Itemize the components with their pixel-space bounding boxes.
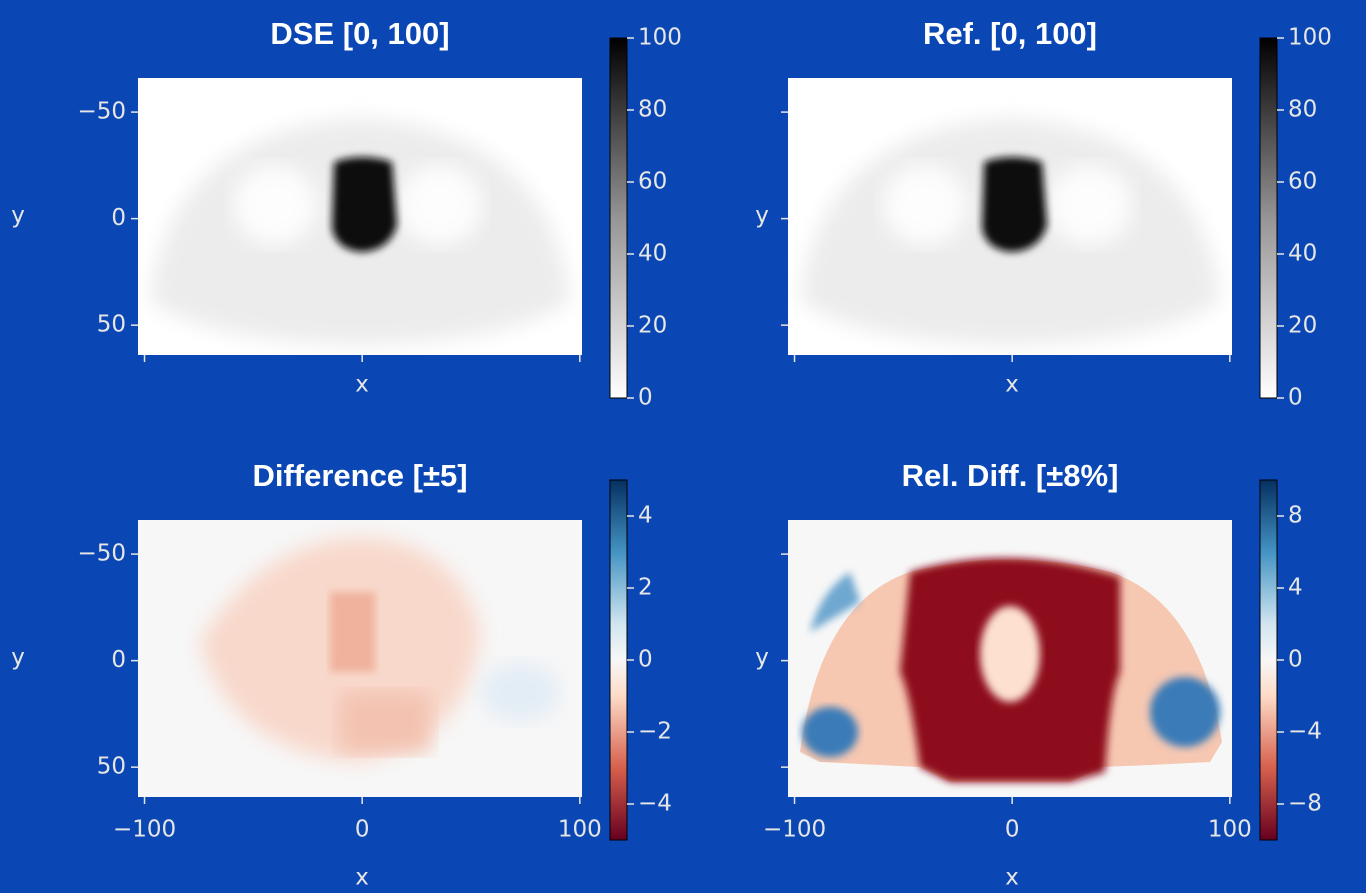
colorbar-tick-label: −8: [1288, 791, 1322, 817]
y-axis-label: y: [11, 203, 25, 229]
colorbar-tick-label: 2: [638, 575, 653, 601]
colorbar-tick-label: 80: [1288, 97, 1317, 123]
colorbar-tick-label: 100: [638, 25, 682, 51]
y-tick-label: 50: [97, 754, 126, 780]
image: [138, 520, 582, 797]
y-tick-label: 50: [97, 312, 126, 338]
colorbar: [1259, 479, 1278, 841]
colorbar-tick-label: 60: [1288, 169, 1317, 195]
y-tick-label: −50: [77, 99, 126, 125]
colorbar-tick-label: −4: [1288, 719, 1322, 745]
colorbar-tick-label: 20: [1288, 313, 1317, 339]
colorbar-tick-label: 100: [1288, 25, 1332, 51]
colorbar-tick-label: 0: [638, 385, 653, 411]
panel: Rel. Diff. [±8%] x y −100 0 100 −8 −4 0 4 8: [755, 458, 1322, 890]
panel: DSE [0, 100] x y −50 0 50 0 20 40 60 80 100: [11, 16, 682, 410]
image: [788, 520, 1232, 797]
x-axis-label: x: [355, 372, 369, 398]
y-tick-label: 0: [111, 205, 126, 231]
image: [138, 78, 582, 355]
y-axis-label: y: [755, 645, 769, 671]
x-axis-label: x: [1005, 865, 1019, 891]
panel-title: DSE [0, 100]: [270, 16, 449, 51]
colorbar: [609, 479, 628, 841]
y-axis-label: y: [755, 203, 769, 229]
colorbar-tick-label: 4: [638, 503, 653, 529]
x-tick-label: 0: [355, 817, 370, 843]
colorbar-tick-label: 0: [1288, 647, 1303, 673]
panel: Difference [±5] x y −100 0 100 −50 0 50 −4 −2 0 2 4: [11, 458, 672, 890]
colorbar-tick-label: 8: [1288, 503, 1303, 529]
panel-title: Rel. Diff. [±8%]: [902, 458, 1119, 493]
colorbar: [1259, 37, 1278, 399]
panel-title: Ref. [0, 100]: [923, 16, 1097, 51]
y-axis-label: y: [11, 645, 25, 671]
colorbar-tick-label: 40: [1288, 241, 1317, 267]
colorbar-tick-label: 4: [1288, 575, 1303, 601]
colorbar-tick-label: 0: [638, 647, 653, 673]
colorbar-tick-label: 20: [638, 313, 667, 339]
colorbar-tick-label: 0: [1288, 385, 1303, 411]
x-axis-label: x: [355, 865, 369, 891]
image: [788, 78, 1232, 355]
x-tick-label: −100: [113, 817, 176, 843]
x-axis-label: x: [1005, 372, 1019, 398]
y-tick-label: −50: [77, 541, 126, 567]
x-tick-label: 0: [1005, 817, 1020, 843]
colorbar-tick-label: 40: [638, 241, 667, 267]
colorbar: [609, 37, 628, 399]
y-tick-label: 0: [111, 647, 126, 673]
x-tick-label: 100: [558, 817, 602, 843]
x-tick-label: 100: [1208, 817, 1252, 843]
colorbar-tick-label: −2: [638, 719, 672, 745]
colorbar-tick-label: −4: [638, 791, 672, 817]
panel: Ref. [0, 100] x y 0 20 40 60 80 100: [755, 16, 1332, 410]
colorbar-tick-label: 60: [638, 169, 667, 195]
colorbar-tick-label: 80: [638, 97, 667, 123]
x-tick-label: −100: [763, 817, 826, 843]
panel-title: Difference [±5]: [252, 458, 467, 493]
